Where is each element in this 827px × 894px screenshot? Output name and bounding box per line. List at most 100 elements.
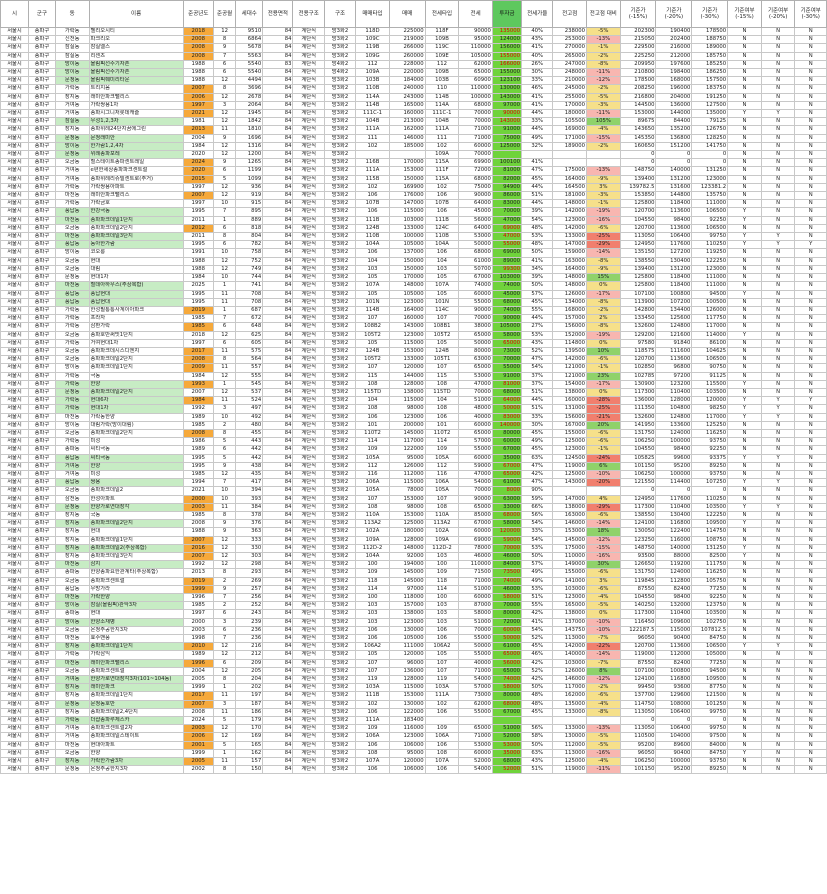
table-cell[interactable]: N xyxy=(794,551,827,562)
column-header[interactable]: 시 xyxy=(0,0,30,28)
table-cell[interactable]: 서울시 xyxy=(0,461,30,471)
table-cell[interactable]: 120000 xyxy=(691,396,729,406)
table-cell[interactable]: 방3화2 xyxy=(323,289,357,299)
table-row[interactable]: 서울시 송파구 마천동 가락한양 1996 7 256 84 계단식 방3화2 100 118000 1… xyxy=(0,593,827,603)
table-cell[interactable]: 송파구 xyxy=(28,346,56,357)
table-cell[interactable]: 605 xyxy=(235,338,264,348)
table-cell[interactable]: 방3화2 xyxy=(323,510,357,521)
table-cell[interactable]: 올림픽선수기자촌 xyxy=(88,68,184,78)
table-cell[interactable]: 5540 xyxy=(235,59,264,70)
table-cell[interactable]: -4% xyxy=(586,125,621,135)
table-cell[interactable]: 86100 xyxy=(691,338,729,348)
table-cell[interactable]: 12 xyxy=(212,560,237,570)
table-cell[interactable]: 방3화2 xyxy=(323,117,357,127)
table-cell[interactable] xyxy=(491,150,523,160)
table-cell[interactable]: 150000 xyxy=(388,264,426,275)
table-cell[interactable]: 225000 xyxy=(388,26,426,37)
table-cell[interactable]: N xyxy=(794,289,827,299)
table-cell[interactable]: 260000 xyxy=(388,51,426,61)
table-cell[interactable]: 96050 xyxy=(619,748,657,759)
table-cell[interactable]: 84 xyxy=(262,396,294,406)
table-cell[interactable]: 46000 xyxy=(491,584,523,595)
table-cell[interactable]: 112000 xyxy=(655,650,693,660)
column-header[interactable]: 전세가율 xyxy=(521,0,554,28)
table-row[interactable]: 서울시 송파구 가락동 삼환가락 1985 6 648 84 계단식 방3화2 108B2 14300… xyxy=(0,322,827,332)
table-cell[interactable]: 54000 xyxy=(458,765,493,775)
table-cell[interactable]: N xyxy=(794,445,827,455)
table-cell[interactable]: 송파구 xyxy=(28,43,56,53)
table-cell[interactable]: Y xyxy=(760,478,796,488)
table-cell[interactable]: 송파동 xyxy=(54,568,90,578)
table-cell[interactable]: N xyxy=(727,59,762,70)
table-cell[interactable]: 228000 xyxy=(388,59,426,70)
table-cell[interactable]: 120000 xyxy=(388,650,426,660)
table-cell[interactable]: 계단식 xyxy=(292,76,325,86)
table-cell[interactable]: 75000 xyxy=(491,133,523,143)
table-cell[interactable]: 35000 xyxy=(491,748,523,759)
table-cell[interactable]: 119000 xyxy=(552,765,587,775)
table-cell[interactable]: 1988 xyxy=(182,68,214,78)
table-cell[interactable]: 44% xyxy=(521,182,554,193)
table-cell[interactable]: 111000 xyxy=(691,273,729,283)
table-cell[interactable]: 70000 xyxy=(458,625,493,636)
table-cell[interactable]: 마천동 xyxy=(54,634,90,644)
table-cell[interactable]: -4% xyxy=(586,757,621,767)
table-cell[interactable]: 계단식 xyxy=(292,150,325,160)
table-cell[interactable]: 53% xyxy=(521,232,554,242)
table-cell[interactable]: 계단식 xyxy=(292,617,325,627)
table-cell[interactable]: -1% xyxy=(586,445,621,455)
table-cell[interactable]: 80000 xyxy=(491,428,523,439)
table-cell[interactable]: 코오롱 xyxy=(88,248,184,258)
table-cell[interactable]: N xyxy=(760,609,796,619)
table-cell[interactable]: 방3화2 xyxy=(323,486,357,496)
table-cell[interactable]: 71000 xyxy=(458,732,493,742)
table-cell[interactable]: 방3화2 xyxy=(323,420,357,430)
table-cell[interactable]: 방3화2 xyxy=(323,125,357,135)
table-row[interactable]: 서울시 송파구 마천동 힐데아하우스(주상복합) 2025 1 741 84 계단식 방3화2 10… xyxy=(0,281,827,291)
table-cell[interactable]: 0% xyxy=(586,338,621,348)
table-cell[interactable]: 70000 xyxy=(458,314,493,324)
table-cell[interactable]: N xyxy=(727,428,762,439)
table-cell[interactable]: -8% xyxy=(586,297,621,307)
table-cell[interactable]: 방3화2 xyxy=(323,675,357,685)
table-cell[interactable]: 84 xyxy=(262,576,294,586)
table-cell[interactable]: 126000 xyxy=(552,666,587,677)
table-cell[interactable]: 119845 xyxy=(619,576,657,586)
table-cell[interactable]: 대림 xyxy=(88,264,184,275)
table-cell[interactable]: N xyxy=(794,535,827,545)
table-cell[interactable]: 가락동 xyxy=(54,437,90,447)
table-cell[interactable]: 108 xyxy=(355,748,390,759)
table-cell[interactable]: 213000 xyxy=(388,117,426,127)
table-cell[interactable]: 105 xyxy=(424,338,460,348)
table-cell[interactable]: 188750 xyxy=(691,35,729,45)
table-cell[interactable]: 2007 xyxy=(182,551,214,562)
table-cell[interactable]: 서울시 xyxy=(0,609,30,619)
table-cell[interactable]: 0% xyxy=(586,281,621,291)
table-cell[interactable]: 648 xyxy=(235,322,264,332)
table-cell[interactable]: 119000 xyxy=(552,461,587,471)
table-cell[interactable]: 183750 xyxy=(691,84,729,94)
table-row[interactable]: 서울시 송파구 방이동 올림픽선수기자촌 1988 6 5540 83 계단식 방4화2 112 22… xyxy=(0,59,827,70)
table-cell[interactable]: 장지동 xyxy=(54,551,90,562)
table-cell[interactable]: N xyxy=(794,330,827,340)
table-cell[interactable]: 문정동 xyxy=(54,502,90,512)
table-cell[interactable]: 서울시 xyxy=(0,84,30,94)
table-cell[interactable]: 서울시 xyxy=(0,478,30,488)
table-cell[interactable]: N xyxy=(794,92,827,102)
table-cell[interactable]: 132600 xyxy=(619,412,657,422)
table-cell[interactable]: 7 xyxy=(212,593,237,603)
table-cell[interactable]: 방3화2 xyxy=(323,740,357,750)
table-cell[interactable]: N xyxy=(760,92,796,102)
table-cell[interactable]: 52000 xyxy=(458,757,493,767)
column-header[interactable]: 전용면적 xyxy=(262,0,294,28)
table-cell[interactable]: 105000 xyxy=(491,322,523,332)
table-cell[interactable]: N xyxy=(760,584,796,595)
table-cell[interactable]: 167000 xyxy=(552,420,587,430)
table-cell[interactable]: 방3화2 xyxy=(323,609,357,619)
table-cell[interactable]: 84 xyxy=(262,543,294,554)
table-cell[interactable]: N xyxy=(727,150,762,160)
table-cell[interactable]: 6 xyxy=(212,166,237,176)
column-header[interactable]: 투자금 xyxy=(491,0,523,28)
table-cell[interactable]: 115000 xyxy=(388,683,426,693)
table-cell[interactable]: 가락동 xyxy=(54,26,90,37)
